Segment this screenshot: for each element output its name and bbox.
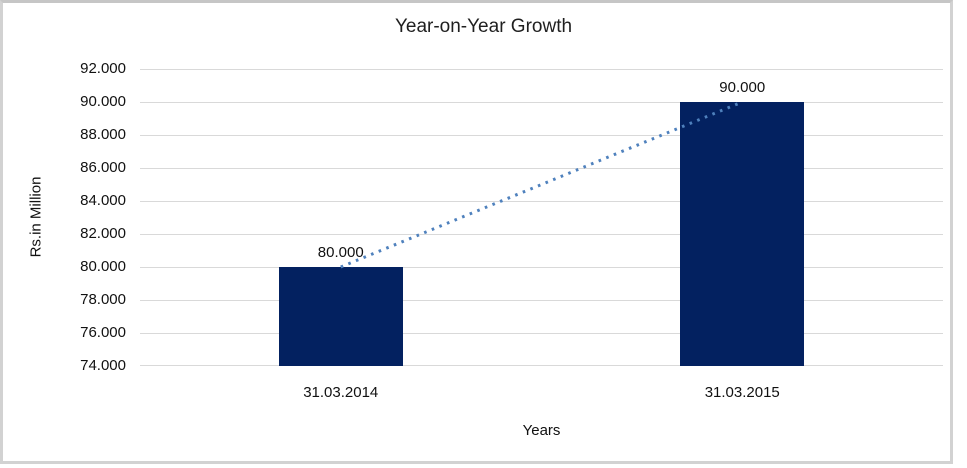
gridline [140,266,943,268]
x-axis-title: Years [522,422,561,439]
gridline [140,365,943,366]
gridline [140,69,943,70]
gridline [140,167,943,169]
data-label: 80.000 [317,244,364,261]
chart-title: Year-on-Year Growth [394,16,573,37]
data-label: 90.000 [719,79,766,96]
gridline [140,299,943,301]
y-tick-label: 92.000 [80,60,126,77]
y-tick-label: 82.000 [80,225,126,242]
y-axis-tick-labels: 92.000 90.000 88.000 86.000 84.000 82.000 80.0… [0,60,126,374]
bar-31.03.2015 [680,102,805,366]
gridline [140,332,943,334]
gridline [140,134,943,136]
plot-area: 80.000 90.000 [140,69,943,366]
y-tick-label: 78.000 [80,291,126,308]
gridline [140,200,943,202]
trendline [340,100,743,269]
x-category-label: 31.03.2015 [704,384,780,401]
x-category-label: 31.03.2014 [303,384,379,401]
bar-31.03.2014 [278,267,403,366]
x-axis-category-labels: 31.03.2014 31.03.2015 [140,384,943,404]
y-tick-label: 90.000 [80,93,126,110]
y-tick-label: 80.000 [80,258,126,275]
y-tick-label: 76.000 [80,324,126,341]
gridline [140,101,943,103]
y-tick-label: 74.000 [80,357,126,374]
y-tick-label: 86.000 [80,159,126,176]
gridline [140,233,943,235]
y-tick-label: 84.000 [80,192,126,209]
y-tick-label: 88.000 [80,126,126,143]
